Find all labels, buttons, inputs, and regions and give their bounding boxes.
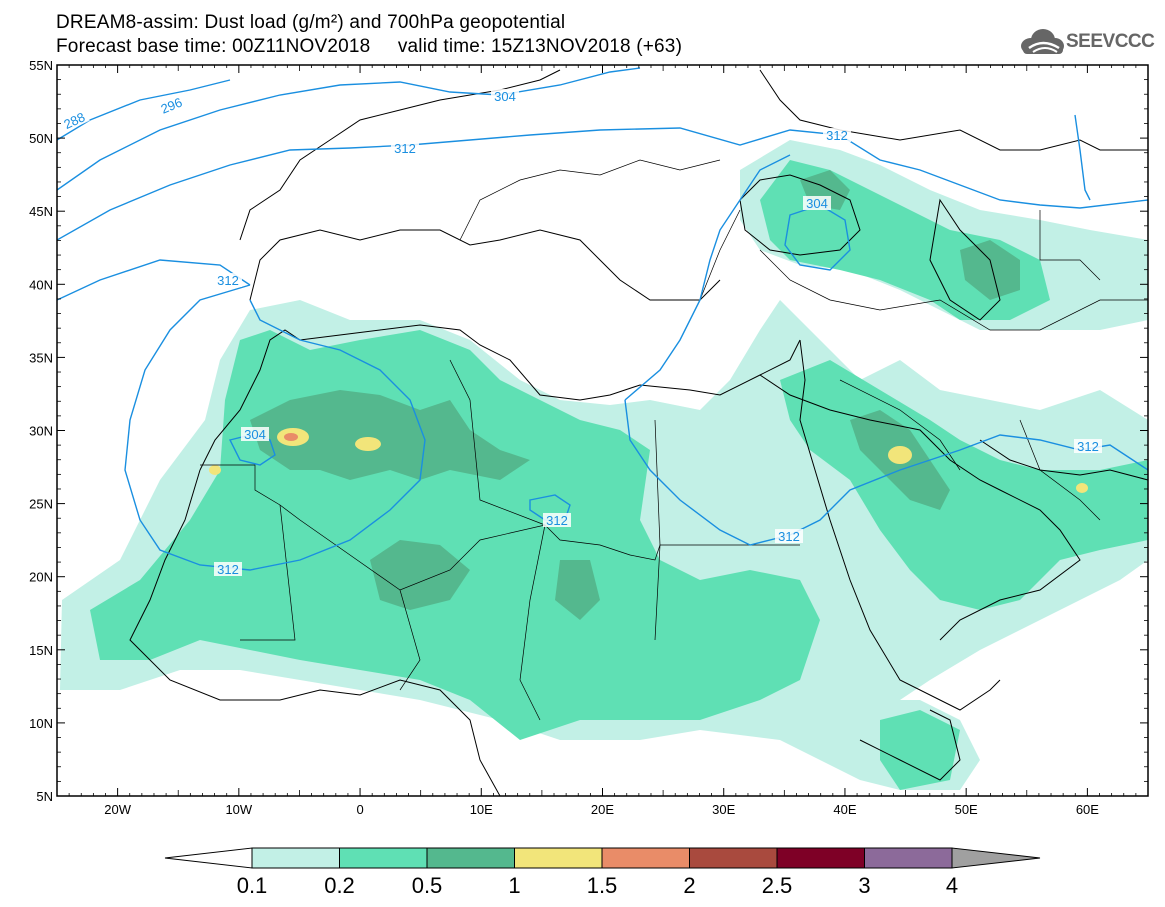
contour-label: 304 [244,427,266,442]
contour-label: 312 [217,562,239,577]
colorbar-swatch [514,847,603,869]
country-borders [200,159,1148,721]
longitude-axis: 20W 10W 0 10E 20E 30E 40E 50E 60E [68,65,1137,817]
forecast-times: Forecast base time: 00Z11NOV2018 valid t… [56,36,683,57]
colorbar-label: 2 [683,873,695,898]
colorbar-over-triangle [951,847,1041,869]
lat-tick-label: 5N [36,789,53,804]
colorbar-swatch [251,847,340,869]
contour-label: 304 [494,89,516,104]
contour-label: 312 [217,273,239,288]
lat-tick-label: 50N [29,131,53,146]
colorbar-label: 4 [946,873,958,898]
cloud-icon [1021,29,1064,54]
lat-tick-label: 45N [29,204,53,219]
lon-tick-label: 40E [833,802,856,817]
lat-tick-label: 20N [29,570,53,585]
lon-tick-label: 60E [1076,802,1099,817]
colorbar-label: 1.5 [587,873,618,898]
latitude-axis: 55N 50N 45N 40N 35N 30N 25N 20N 15N 10N 5N [29,58,1148,804]
contour-label: 304 [806,196,828,211]
colorbar-label: 0.1 [237,873,268,898]
contour-label: 312 [394,141,416,156]
contour-label: 312 [826,128,848,143]
colorbar-swatch [601,847,690,869]
contour-label: 312 [778,529,800,544]
contour-label: 312 [546,513,568,528]
lon-tick-label: 0 [356,802,363,817]
lon-tick-label: 10E [470,802,493,817]
colorbar-swatch [689,847,778,869]
colorbar-label: 0.2 [324,873,355,898]
colorbar-label: 3 [858,873,870,898]
colorbar-swatch [426,847,515,869]
colorbar-label: 1 [508,873,520,898]
lat-tick-label: 30N [29,424,53,439]
coastlines [129,69,1148,796]
colorbar-under-triangle [164,847,253,869]
lon-tick-label: 20W [104,802,131,817]
lat-tick-label: 25N [29,497,53,512]
colorbar-swatch [864,847,953,869]
colorbar-label: 2.5 [762,873,793,898]
lat-tick-label: 35N [29,350,53,365]
colorbar-swatch [776,847,865,869]
colorbar-label: 0.5 [412,873,443,898]
lon-tick-label: 30E [712,802,735,817]
colorbar-swatch [339,847,428,869]
logo-text: SEEVCCC [1066,31,1155,52]
geopotential-contours [57,67,1148,571]
lon-tick-label: 50E [955,802,978,817]
lat-tick-label: 55N [29,58,53,73]
dust-shading [60,140,1148,790]
lat-tick-label: 10N [29,716,53,731]
lat-tick-label: 40N [29,277,53,292]
map-title: DREAM8-assim: Dust load (g/m²) and 700hP… [56,12,566,33]
lat-tick-label: 15N [29,643,53,658]
lon-tick-label: 10W [225,802,252,817]
contour-label: 312 [1077,439,1099,454]
lon-tick-label: 20E [591,802,614,817]
